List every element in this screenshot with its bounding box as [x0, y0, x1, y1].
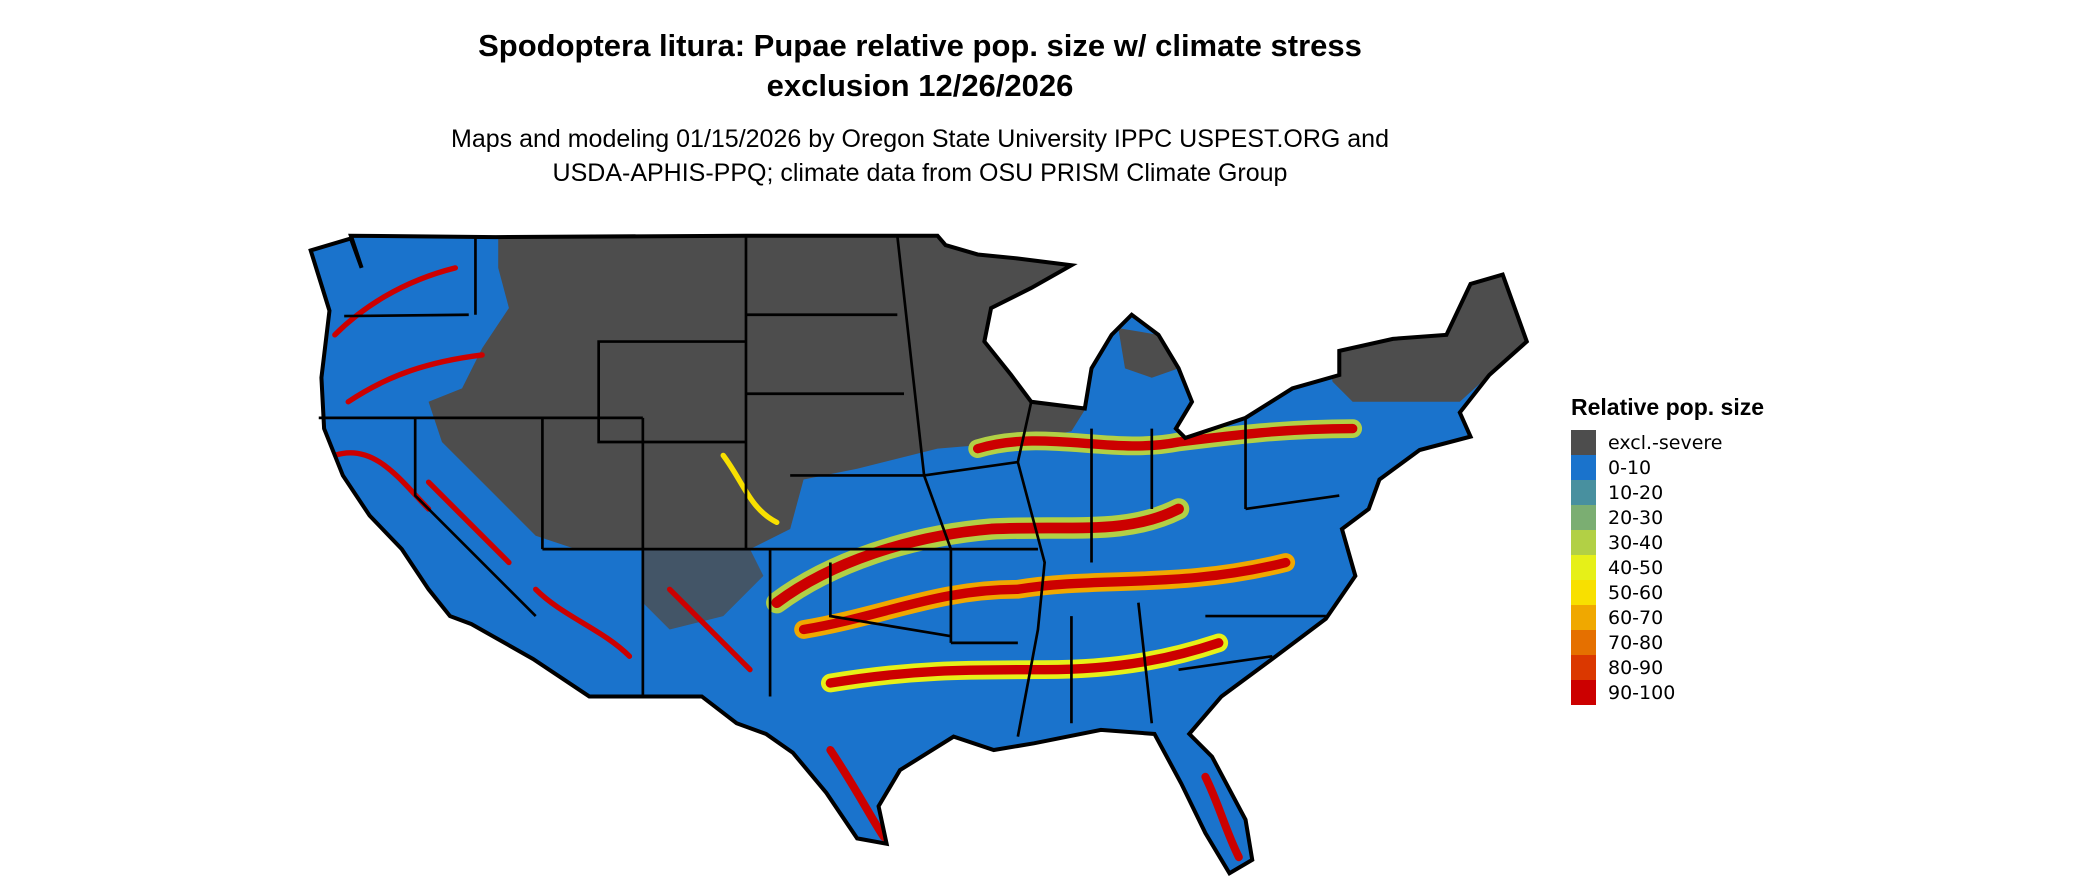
excluded-region-sw — [642, 549, 764, 630]
legend-item: 60-70 — [1571, 605, 1764, 630]
legend-swatch — [1571, 580, 1596, 605]
legend-item: 30-40 — [1571, 530, 1764, 555]
legend-label: 70-80 — [1608, 631, 1664, 654]
legend-label: 80-90 — [1608, 656, 1664, 679]
title-line-2: exclusion 12/26/2026 — [766, 68, 1074, 103]
legend-label: 10-20 — [1608, 481, 1664, 504]
legend-swatch — [1571, 555, 1596, 580]
legend-label: 0-10 — [1608, 456, 1652, 479]
legend-swatch — [1571, 630, 1596, 655]
legend-item: 10-20 — [1571, 480, 1764, 505]
legend-label: 90-100 — [1608, 681, 1676, 704]
legend-label: 20-30 — [1608, 506, 1664, 529]
legend-item: 20-30 — [1571, 505, 1764, 530]
legend-swatch — [1571, 655, 1596, 680]
title-line-1: Spodoptera litura: Pupae relative pop. s… — [478, 28, 1362, 63]
map-subtitle: Maps and modeling 01/15/2026 by Oregon S… — [0, 122, 1840, 190]
map-title: Spodoptera litura: Pupae relative pop. s… — [0, 26, 1840, 106]
legend-swatch — [1571, 530, 1596, 555]
legend-swatch — [1571, 430, 1596, 455]
state-borders — [318, 235, 1340, 737]
subtitle-line-1: Maps and modeling 01/15/2026 by Oregon S… — [451, 125, 1389, 153]
legend-label: 30-40 — [1608, 531, 1664, 554]
legend-item: excl.-severe — [1571, 430, 1764, 455]
legend-label: 60-70 — [1608, 606, 1664, 629]
legend-item: 50-60 — [1571, 580, 1764, 605]
subtitle-line-2: USDA-APHIS-PPQ; climate data from OSU PR… — [552, 159, 1288, 187]
legend-swatch — [1571, 455, 1596, 480]
legend-label: 50-60 — [1608, 581, 1664, 604]
legend-item: 80-90 — [1571, 655, 1764, 680]
legend-item: 40-50 — [1571, 555, 1764, 580]
legend-item: 90-100 — [1571, 680, 1764, 705]
legend-items: excl.-severe 0-10 10-20 20-30 30-40 40-50 50-6… — [1571, 430, 1764, 705]
legend-swatch — [1571, 605, 1596, 630]
legend-label: 40-50 — [1608, 556, 1664, 579]
legend-title: Relative pop. size — [1571, 394, 1765, 420]
excluded-region-mi — [1118, 328, 1179, 378]
legend-swatch — [1571, 680, 1596, 705]
legend-item: 70-80 — [1571, 630, 1764, 655]
legend-swatch — [1571, 505, 1596, 530]
legend-item: 0-10 — [1571, 455, 1764, 480]
legend: Relative pop. size excl.-severe 0-10 10-20… — [1571, 392, 1764, 705]
legend-swatch — [1571, 480, 1596, 505]
legend-label: excl.-severe — [1608, 431, 1723, 454]
